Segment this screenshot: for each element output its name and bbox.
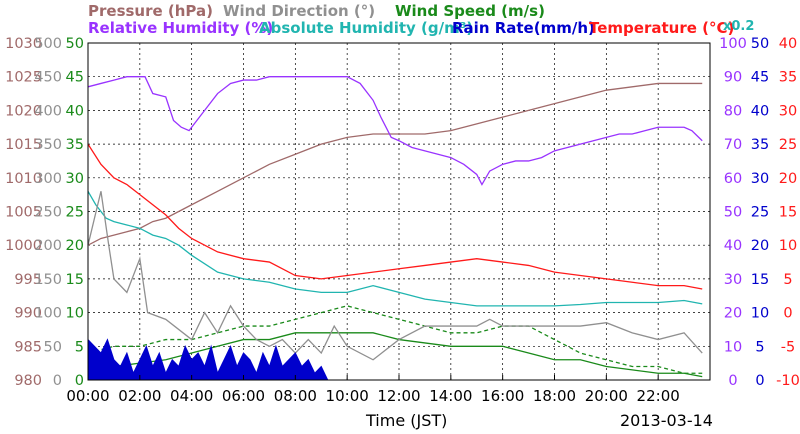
y-tick-label-rh: 30 xyxy=(724,272,742,288)
y-tick-label-rh: 60 xyxy=(724,171,742,187)
x-axis-label: Time (JST) xyxy=(366,411,448,430)
x-tick-label: 02:00 xyxy=(118,387,161,405)
y-tick-label-pressure: 1030 xyxy=(5,36,42,52)
y-tick-label-pressure: 1025 xyxy=(5,70,42,86)
y-tick-label-rain: 30 xyxy=(751,171,769,187)
y-tick-label-temp: 0 xyxy=(783,306,792,322)
series-rain-rate xyxy=(87,338,329,381)
y-tick-label-wind_dir: 250 xyxy=(34,205,62,221)
legend-wind-direction: Wind Direction (°) xyxy=(223,2,376,20)
y-tick-label-wind_speed: 0 xyxy=(75,373,84,389)
y-tick-label-temp: -10 xyxy=(776,373,800,389)
y-tick-label-pressure: 1020 xyxy=(5,103,42,119)
x-tick-label: 20:00 xyxy=(585,387,628,405)
y-tick-label-rain: 5 xyxy=(755,339,764,355)
y-tick-label-wind_dir: 0 xyxy=(53,373,62,389)
y-tick-label-wind_speed: 30 xyxy=(66,171,84,187)
y-tick-label-temp: 25 xyxy=(779,137,797,153)
grid xyxy=(88,43,710,380)
y-tick-label-wind_dir: 500 xyxy=(34,36,62,52)
x-tick-label: 04:00 xyxy=(170,387,213,405)
y-tick-label-rain: 35 xyxy=(751,137,769,153)
y-tick-label-temp: 20 xyxy=(779,171,797,187)
y-tick-label-rh: 20 xyxy=(724,306,742,322)
x-tick-label: 08:00 xyxy=(274,387,317,405)
y-tick-label-wind_dir: 450 xyxy=(34,70,62,86)
y-tick-label-rain: 25 xyxy=(751,205,769,221)
y-tick-label-temp: -5 xyxy=(781,339,795,355)
x-tick-label: 06:00 xyxy=(222,387,265,405)
series-wind_dir xyxy=(87,191,703,361)
y-tick-label-rain: 10 xyxy=(751,306,769,322)
series-rh xyxy=(87,76,703,186)
y-tick-label-wind_dir: 150 xyxy=(34,272,62,288)
legend-relative-humidity: Relative Humidity (%) xyxy=(88,19,274,37)
series-ah xyxy=(87,190,703,307)
y-tick-label-rh: 0 xyxy=(728,373,737,389)
axis-labels: 00:00 02:00 04:00 06:00 08:00 10:00 12:00 14:00… xyxy=(5,36,800,405)
legend-wind-speed: Wind Speed (m/s) xyxy=(395,2,545,20)
legend-absolute-humidity: Absolute Humidity (g/m³) xyxy=(259,19,474,37)
y-tick-label-rh: 10 xyxy=(724,339,742,355)
y-tick-label-rh: 40 xyxy=(724,238,742,254)
y-tick-label-rain: 40 xyxy=(751,103,769,119)
series-pressure xyxy=(87,82,703,246)
y-tick-label-wind_speed: 20 xyxy=(66,238,84,254)
y-tick-label-wind_speed: 5 xyxy=(75,339,84,355)
y-tick-label-rh: 90 xyxy=(724,70,742,86)
y-tick-label-wind_dir: 200 xyxy=(34,238,62,254)
x-tick-label: 10:00 xyxy=(326,387,369,405)
legend-rain-factor: x0.2 xyxy=(723,19,755,34)
y-tick-label-wind_speed: 35 xyxy=(66,137,84,153)
x-tick-label: 12:00 xyxy=(377,387,420,405)
y-tick-label-pressure: 1015 xyxy=(5,137,42,153)
y-tick-label-wind_speed: 15 xyxy=(66,272,84,288)
series-temp xyxy=(87,143,703,290)
y-tick-label-wind_dir: 100 xyxy=(34,306,62,322)
y-tick-label-rh: 70 xyxy=(724,137,742,153)
y-tick-label-pressure: 980 xyxy=(14,373,42,389)
y-tick-label-rain: 15 xyxy=(751,272,769,288)
y-tick-label-temp: 40 xyxy=(779,36,797,52)
y-tick-label-temp: 30 xyxy=(779,103,797,119)
y-tick-label-pressure: 995 xyxy=(14,272,42,288)
y-tick-label-wind_speed: 10 xyxy=(66,306,84,322)
y-tick-label-rain: 0 xyxy=(755,373,764,389)
y-tick-label-rain: 50 xyxy=(751,36,769,52)
y-tick-label-pressure: 1010 xyxy=(5,171,42,187)
y-tick-label-wind_dir: 350 xyxy=(34,137,62,153)
y-tick-label-pressure: 990 xyxy=(14,306,42,322)
y-tick-label-wind_dir: 50 xyxy=(44,339,62,355)
y-tick-label-temp: 5 xyxy=(783,272,792,288)
x-tick-label: 14:00 xyxy=(429,387,472,405)
y-tick-label-pressure: 1000 xyxy=(5,238,42,254)
y-tick-label-wind_speed: 45 xyxy=(66,70,84,86)
y-tick-label-rh: 50 xyxy=(724,205,742,221)
y-tick-label-wind_dir: 400 xyxy=(34,103,62,119)
y-tick-label-rain: 45 xyxy=(751,70,769,86)
series-layer xyxy=(87,76,703,381)
y-tick-label-temp: 10 xyxy=(779,238,797,254)
x-tick-label: 16:00 xyxy=(481,387,524,405)
y-tick-label-wind_dir: 300 xyxy=(34,171,62,187)
legend-pressure: Pressure (hPa) xyxy=(88,2,213,20)
y-tick-label-rain: 20 xyxy=(751,238,769,254)
y-tick-label-rh: 100 xyxy=(719,36,747,52)
y-tick-label-temp: 35 xyxy=(779,70,797,86)
legend-rain-rate: Rain Rate(mm/h) xyxy=(452,19,595,37)
chart-date: 2013-03-14 xyxy=(620,411,713,430)
x-tick-label: 18:00 xyxy=(533,387,576,405)
y-tick-label-wind_speed: 40 xyxy=(66,103,84,119)
y-tick-label-temp: 15 xyxy=(779,205,797,221)
y-tick-label-rh: 80 xyxy=(724,103,742,119)
legend-temperature: Temperature (°C) xyxy=(589,19,735,37)
y-tick-label-pressure: 985 xyxy=(14,339,42,355)
x-tick-label: 00:00 xyxy=(66,387,109,405)
y-tick-label-wind_speed: 50 xyxy=(66,36,84,52)
y-tick-label-wind_speed: 25 xyxy=(66,205,84,221)
y-tick-label-pressure: 1005 xyxy=(5,205,42,221)
x-tick-label: 22:00 xyxy=(637,387,680,405)
